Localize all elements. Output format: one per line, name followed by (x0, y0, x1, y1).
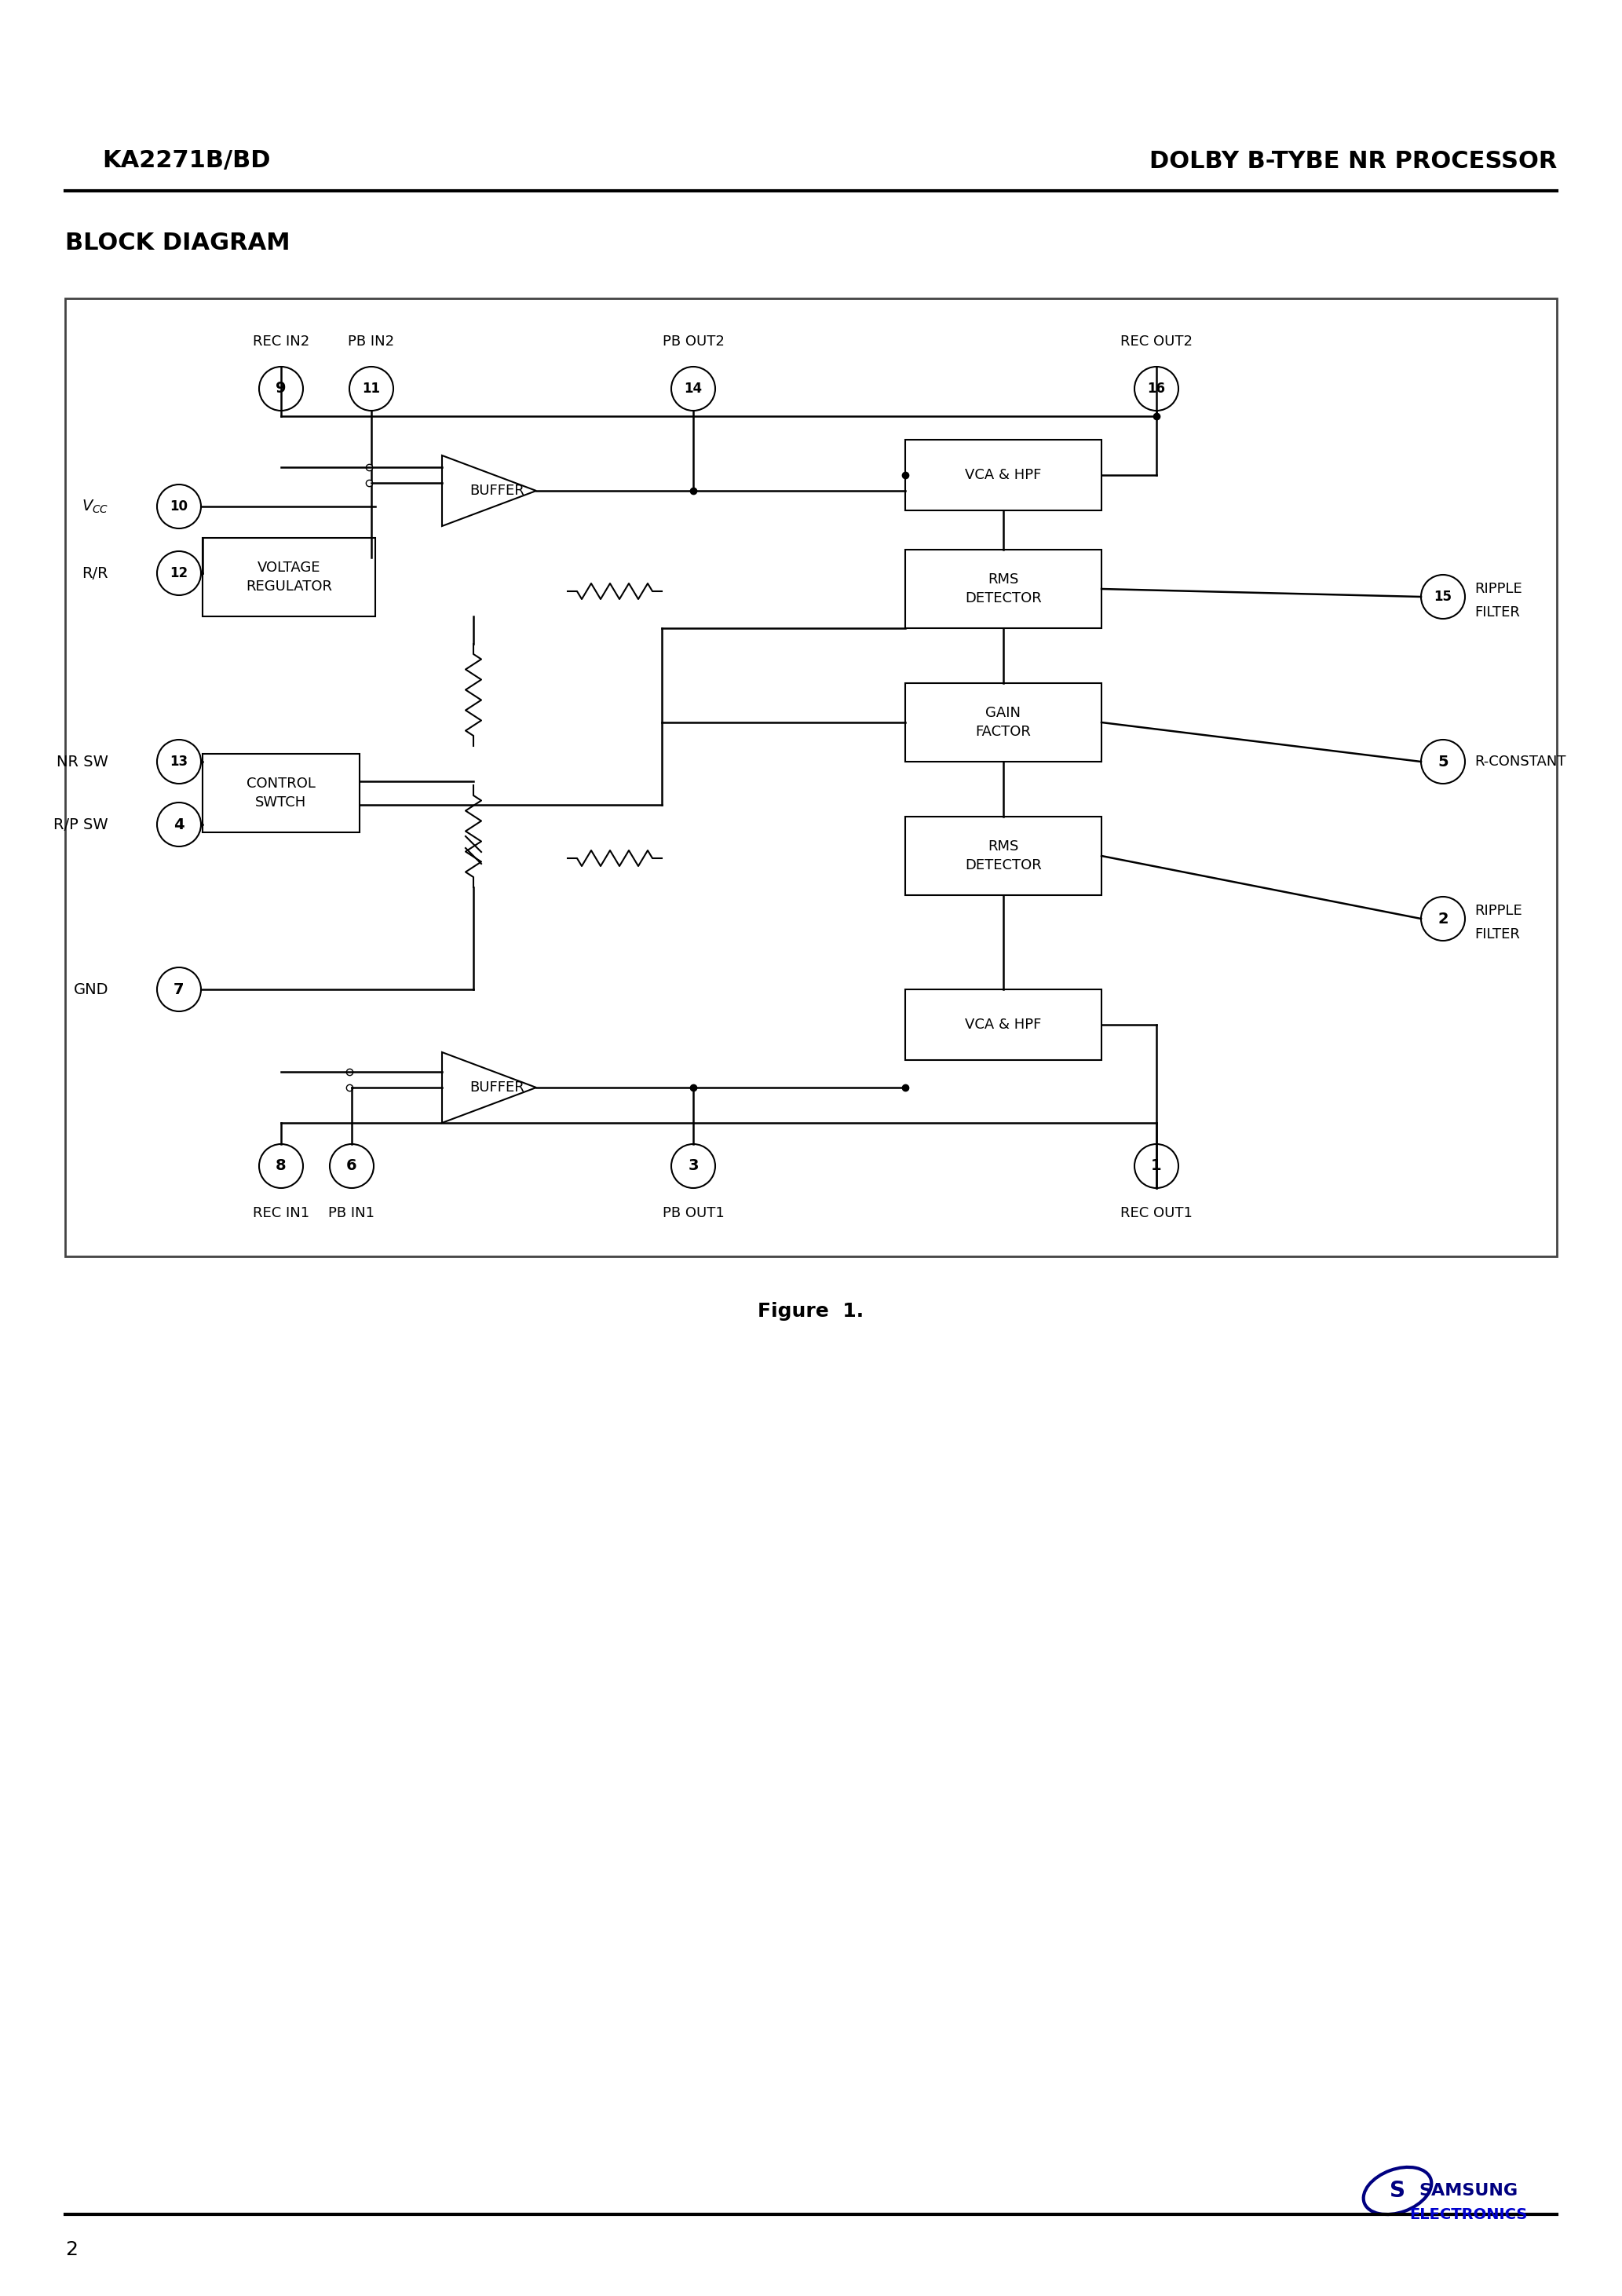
Text: SWTCH: SWTCH (255, 794, 307, 810)
Text: 13: 13 (170, 755, 188, 769)
Circle shape (1421, 574, 1465, 618)
Text: NR SW: NR SW (57, 753, 109, 769)
Text: 2: 2 (1437, 912, 1448, 925)
Text: BUFFER: BUFFER (470, 1081, 524, 1095)
Bar (65, 298, 1557, 1256)
Text: 16: 16 (1147, 381, 1166, 395)
Circle shape (157, 484, 201, 528)
Text: PB OUT2: PB OUT2 (662, 335, 723, 349)
Text: 14: 14 (684, 381, 702, 395)
Text: RIPPLE: RIPPLE (1474, 905, 1521, 918)
Polygon shape (443, 455, 537, 526)
Circle shape (157, 967, 201, 1010)
Text: VCA & HPF: VCA & HPF (965, 468, 1041, 482)
Text: 2: 2 (65, 2241, 78, 2259)
Circle shape (1134, 367, 1179, 411)
Text: Figure  1.: Figure 1. (757, 1302, 865, 1320)
Circle shape (1134, 1143, 1179, 1187)
Text: REC OUT2: REC OUT2 (1121, 335, 1192, 349)
Text: FILTER: FILTER (1474, 606, 1520, 620)
Circle shape (157, 739, 201, 783)
Text: DETECTOR: DETECTOR (965, 859, 1041, 872)
Bar (905, 549, 1101, 629)
Text: 12: 12 (170, 567, 188, 581)
Circle shape (1421, 739, 1465, 783)
Circle shape (260, 1143, 303, 1187)
Text: VCA & HPF: VCA & HPF (965, 1017, 1041, 1031)
Text: RMS: RMS (988, 572, 1019, 585)
Text: CONTROL: CONTROL (247, 776, 316, 790)
Text: 10: 10 (170, 501, 188, 514)
Circle shape (157, 804, 201, 847)
Text: DOLBY B-TYBE NR PROCESSOR: DOLBY B-TYBE NR PROCESSOR (1148, 149, 1557, 172)
Text: SAMSUNG: SAMSUNG (1419, 2183, 1518, 2200)
Text: PB OUT1: PB OUT1 (662, 1205, 723, 1219)
Text: 15: 15 (1434, 590, 1452, 604)
Text: 1: 1 (1152, 1159, 1161, 1173)
Circle shape (157, 551, 201, 595)
Bar (905, 684, 1101, 762)
Text: 9: 9 (276, 381, 287, 397)
Text: VOLTAGE: VOLTAGE (258, 560, 321, 574)
Text: R/R: R/R (83, 565, 109, 581)
Text: PB IN2: PB IN2 (349, 335, 394, 349)
Text: PB IN1: PB IN1 (329, 1205, 375, 1219)
Text: RIPPLE: RIPPLE (1474, 581, 1521, 597)
Text: 5: 5 (1437, 753, 1448, 769)
Circle shape (672, 367, 715, 411)
Bar (905, 990, 1101, 1061)
Text: FILTER: FILTER (1474, 928, 1520, 941)
Circle shape (1421, 898, 1465, 941)
Circle shape (329, 1143, 373, 1187)
Bar (203, 537, 375, 615)
Circle shape (672, 1143, 715, 1187)
Text: 8: 8 (276, 1159, 287, 1173)
Text: REGULATOR: REGULATOR (247, 579, 333, 595)
Polygon shape (443, 1052, 537, 1123)
Text: REC OUT1: REC OUT1 (1121, 1205, 1192, 1219)
Text: BUFFER: BUFFER (470, 484, 524, 498)
Bar (905, 441, 1101, 510)
Text: GND: GND (73, 983, 109, 996)
Text: 4: 4 (174, 817, 185, 831)
Text: R-CONSTANT: R-CONSTANT (1474, 755, 1565, 769)
Circle shape (349, 367, 393, 411)
Bar (905, 817, 1101, 895)
Text: $V_{CC}$: $V_{CC}$ (81, 498, 109, 514)
Text: REC IN1: REC IN1 (253, 1205, 310, 1219)
Text: RMS: RMS (988, 840, 1019, 854)
Text: 3: 3 (688, 1159, 699, 1173)
Text: FACTOR: FACTOR (975, 726, 1032, 739)
Circle shape (260, 367, 303, 411)
Text: R/P SW: R/P SW (54, 817, 109, 831)
Text: 11: 11 (362, 381, 381, 395)
Bar (203, 753, 360, 833)
Text: S: S (1390, 2179, 1405, 2202)
Text: 7: 7 (174, 983, 185, 996)
Text: ELECTRONICS: ELECTRONICS (1410, 2206, 1528, 2223)
Text: BLOCK DIAGRAM: BLOCK DIAGRAM (65, 232, 290, 255)
Text: 6: 6 (347, 1159, 357, 1173)
Text: DETECTOR: DETECTOR (965, 592, 1041, 606)
Text: REC IN2: REC IN2 (253, 335, 310, 349)
Text: KA2271B/BD: KA2271B/BD (102, 149, 271, 172)
Text: GAIN: GAIN (986, 705, 1020, 721)
